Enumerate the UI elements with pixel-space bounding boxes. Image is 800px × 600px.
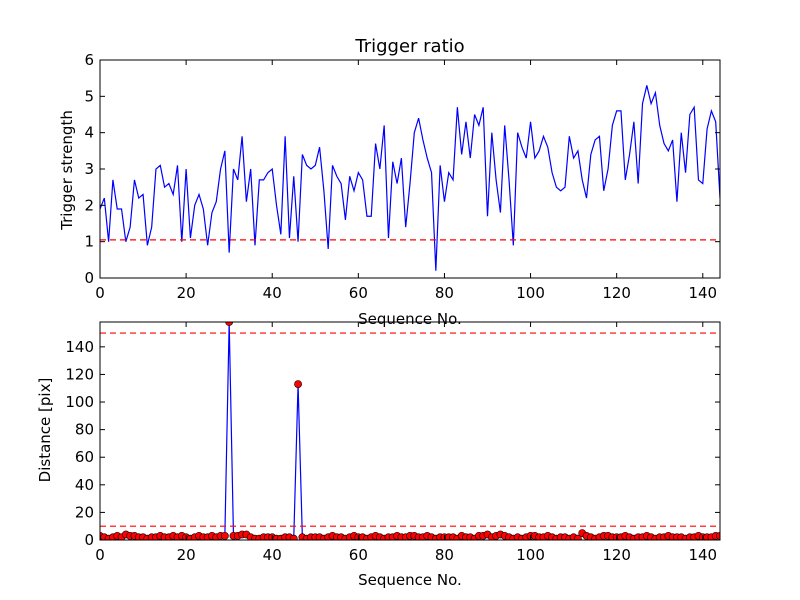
- y-tick-label: 3: [84, 160, 94, 178]
- y-axis-label: Trigger strength: [58, 110, 76, 231]
- y-tick-label: 40: [75, 476, 94, 494]
- data-point: [289, 534, 298, 540]
- y-tick-label: 5: [84, 87, 94, 105]
- trigger-ratio-chart: Trigger ratio 0 20 40 60 80 100 120 1400123456 …: [58, 36, 721, 328]
- axes-frame: [99, 321, 721, 541]
- data-point: [574, 534, 582, 540]
- x-tick-label: 80: [435, 546, 454, 564]
- x-axis-label: Sequence No.: [358, 571, 462, 589]
- x-tick-label: 60: [349, 284, 368, 302]
- x-tick-label: 80: [435, 284, 454, 302]
- x-tick-label: 100: [516, 546, 545, 564]
- y-tick-label: 120: [65, 365, 94, 383]
- x-tick-label: 120: [602, 546, 631, 564]
- x-tick-label: 140: [688, 284, 717, 302]
- x-tick-label: 40: [263, 284, 282, 302]
- x-tick-label: 20: [177, 546, 196, 564]
- chart-title: Trigger ratio: [354, 36, 464, 57]
- x-axis-label: Sequence No.: [358, 310, 462, 328]
- y-tick-label: 6: [84, 51, 94, 69]
- y-tick-label: 100: [65, 393, 94, 411]
- x-tick-label: 140: [688, 546, 717, 564]
- data-point: [716, 531, 720, 540]
- x-tick-label: 20: [177, 284, 196, 302]
- series-line: [100, 85, 720, 271]
- x-tick-label: 60: [349, 546, 368, 564]
- data-point: [220, 531, 229, 540]
- x-tick-label: 100: [516, 284, 545, 302]
- y-tick-label: 140: [65, 338, 94, 356]
- x-tick-label: 0: [95, 546, 105, 564]
- x-tick-label: 40: [263, 546, 282, 564]
- x-tick-label: 120: [602, 284, 631, 302]
- y-axis-label: Distance [pix]: [36, 378, 54, 483]
- y-tick-label: 0: [84, 269, 94, 287]
- y-tick-label: 1: [84, 233, 94, 251]
- y-tick-label: 2: [84, 196, 94, 214]
- plot-area: 0 20 40 60 80 100 120 140 0 20 40 60 80 100 120 140: [65, 321, 721, 564]
- plot-area: 0 20 40 60 80 100 120 140 0 1 2 3 4 5 6: [84, 51, 721, 302]
- x-tick-label: 0: [95, 284, 105, 302]
- data-point: [225, 322, 234, 326]
- y-tick-label: 60: [75, 448, 94, 466]
- distance-chart: 0 20 40 60 80 100 120 140 0 20 40 60 80 100 120 140 Seq…: [36, 321, 721, 589]
- y-tick-label: 80: [75, 421, 94, 439]
- plot-contents: [100, 85, 720, 271]
- y-tick-label: 4: [84, 124, 94, 142]
- y-tick-label: 0: [84, 531, 94, 549]
- y-tick-label: 20: [75, 503, 94, 521]
- data-point: [294, 380, 302, 388]
- plot-contents: [100, 322, 720, 540]
